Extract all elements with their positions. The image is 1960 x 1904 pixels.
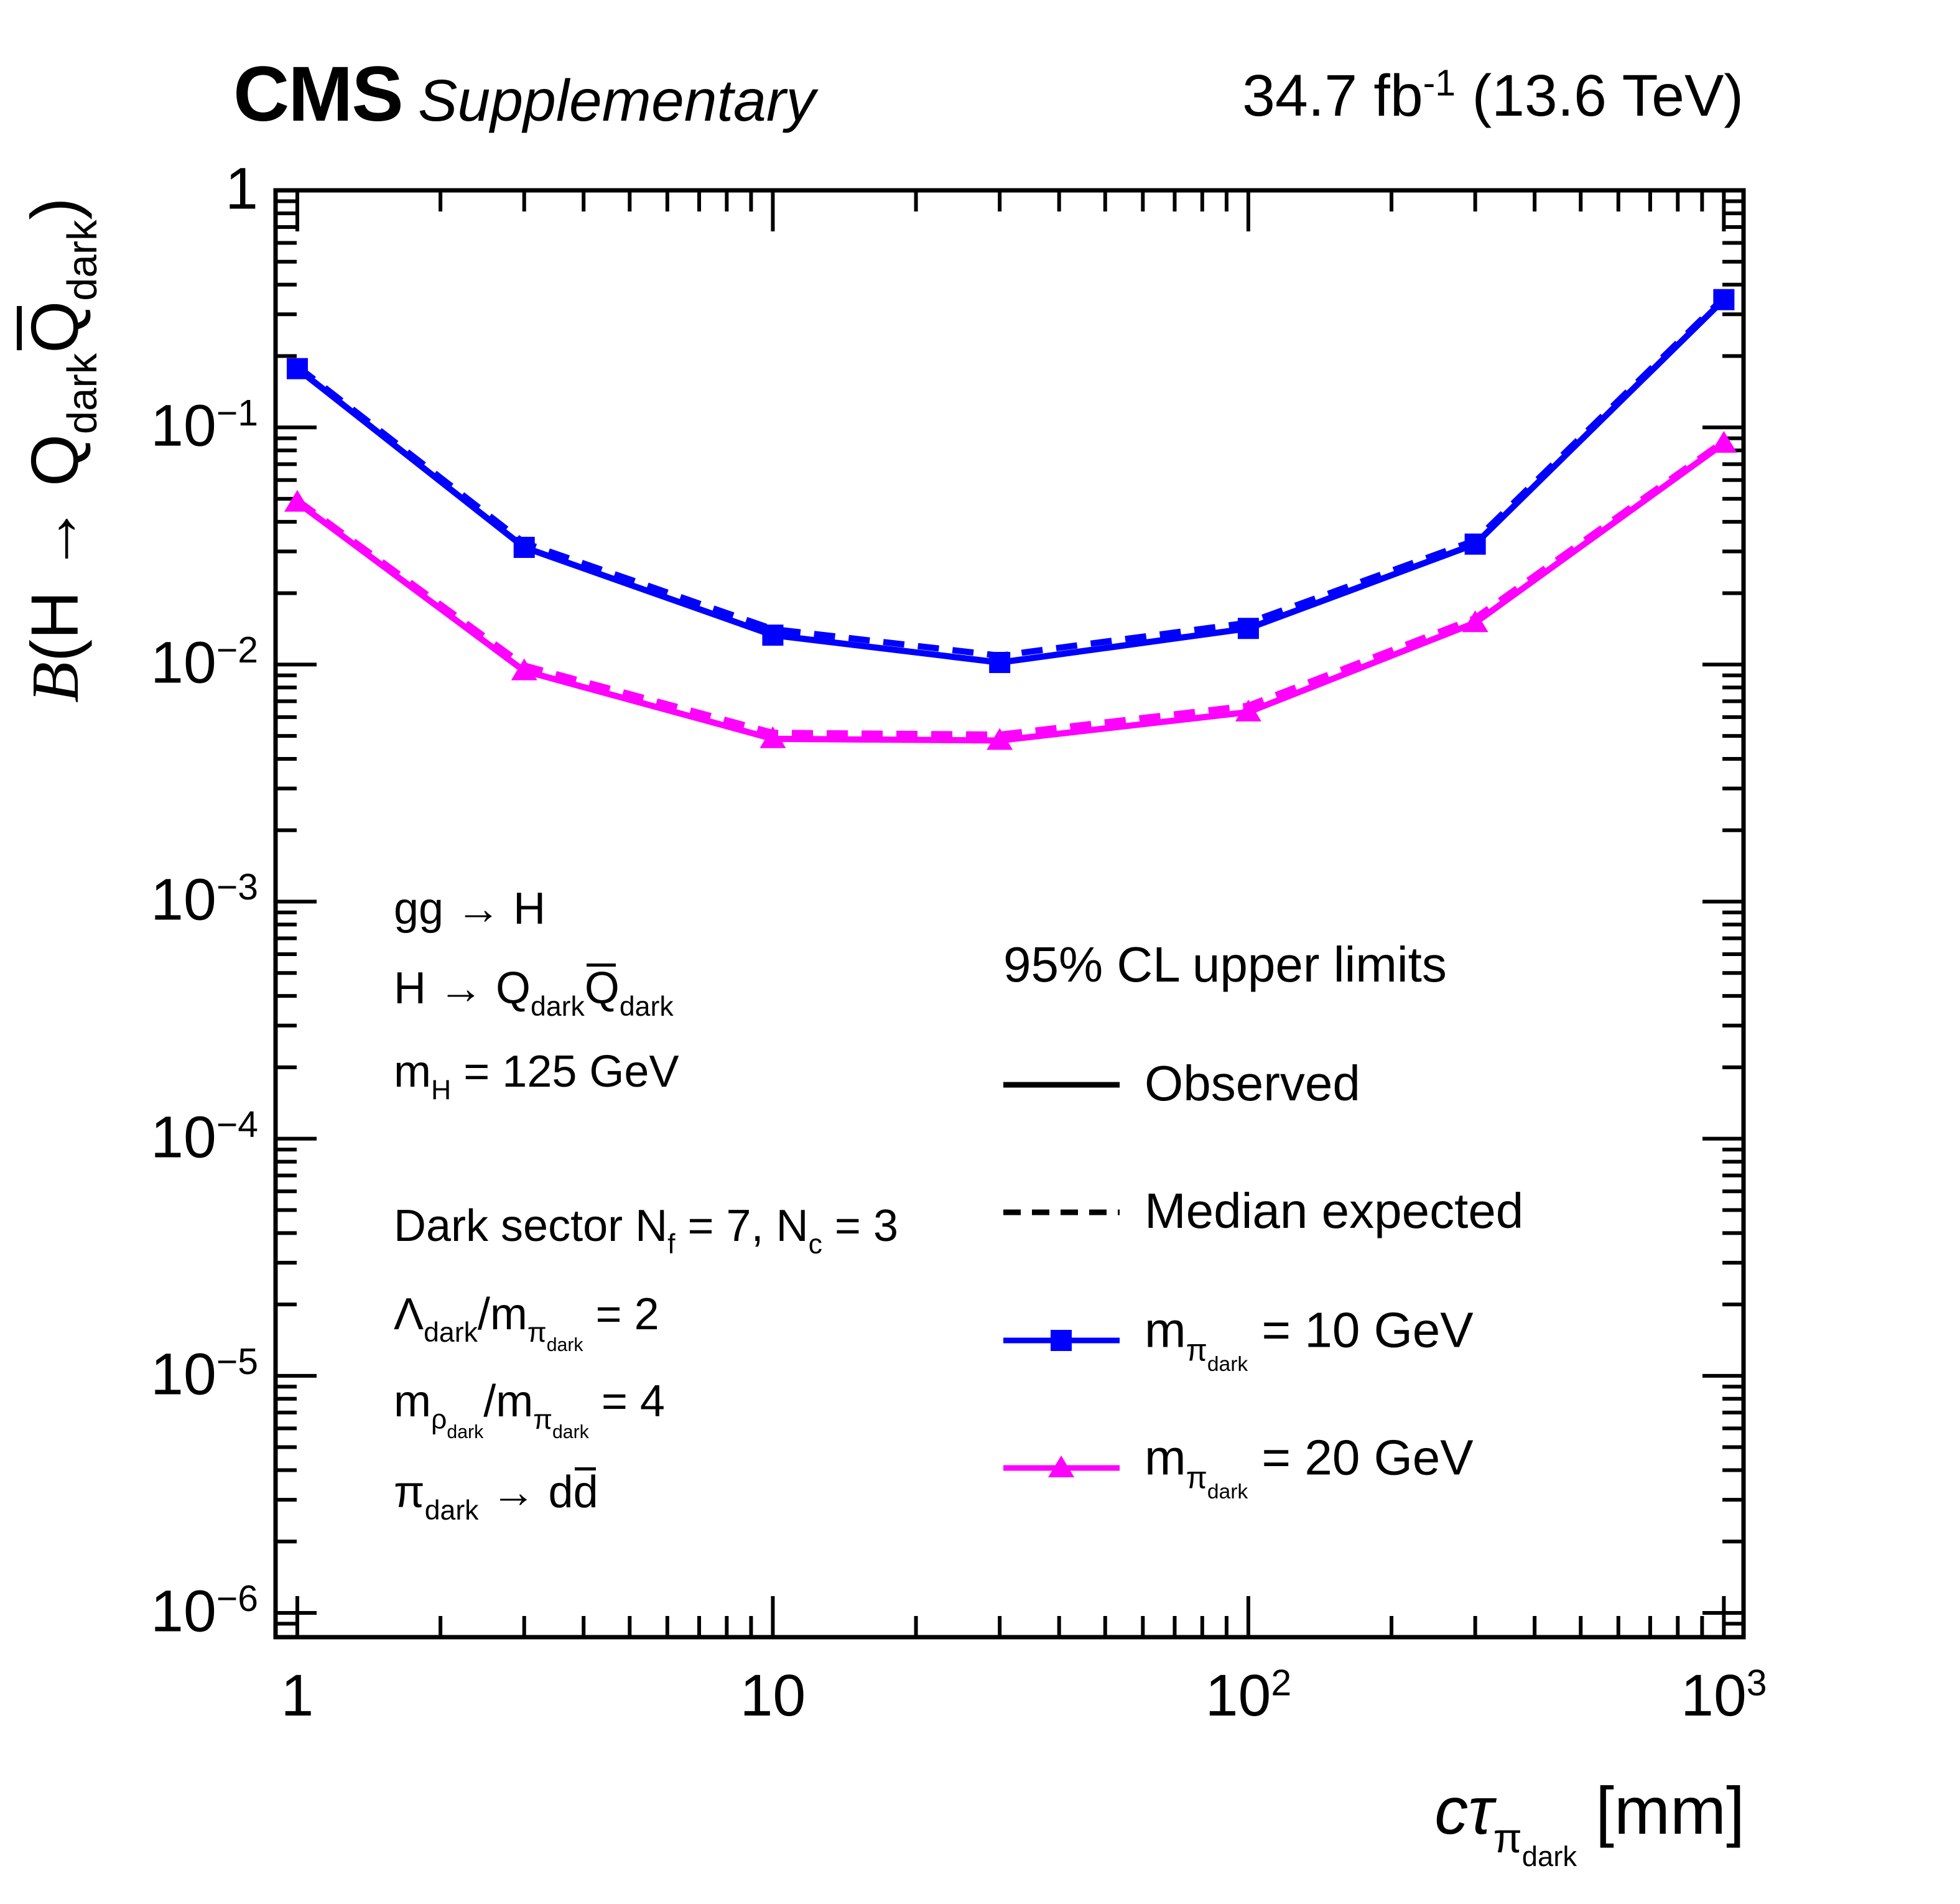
x-tick-label-1: 1 <box>281 1663 314 1729</box>
mpi20-observed-marker <box>1462 610 1489 633</box>
mpi10-expected-line <box>295 295 1726 659</box>
mpi20-observed-marker <box>1235 699 1261 722</box>
legend-label-observed: Observed <box>1145 1056 1360 1112</box>
mpi10-observed-marker <box>762 625 784 646</box>
mpi20-observed-marker <box>284 490 310 512</box>
x-tick-label-10: 10 <box>740 1663 806 1729</box>
annotation-rho-ratio: mρdark/mπdark = 4 <box>394 1377 665 1442</box>
y-axis-title: B(H → QdarkQdark) <box>17 197 106 703</box>
annotation-pion-decay: πdark → dd <box>394 1467 598 1526</box>
x-axis-title: cτπdark [mm] <box>1434 1773 1745 1873</box>
mpi10-observed-marker <box>1464 533 1486 555</box>
annotation-higgs-mass: mH = 125 GeV <box>394 1047 679 1106</box>
y-tick-label-0.00001: 10−5 <box>151 1341 258 1408</box>
annotation-production-mode: gg → H <box>394 884 546 934</box>
legend-title: 95% CL upper limits <box>1003 937 1447 992</box>
legend-marker-mpi10 <box>1051 1330 1072 1351</box>
mpi20-observed-marker <box>1711 430 1737 453</box>
mpi10-observed-marker <box>1713 289 1735 310</box>
legend-label-median-expected: Median expected <box>1145 1183 1524 1239</box>
legend-marker-mpi20 <box>1048 1456 1074 1477</box>
y-tick-label-0.001: 10−3 <box>151 866 258 933</box>
mpi10-observed-marker <box>989 652 1011 674</box>
x-tick-label-1000: 103 <box>1681 1663 1767 1729</box>
mpi10-observed-marker <box>286 358 308 379</box>
legend-label-mpi10: mπdark = 10 GeV <box>1145 1302 1474 1376</box>
supplementary-label: Supplementary <box>418 68 815 134</box>
x-tick-label-100: 102 <box>1205 1663 1292 1729</box>
cms-logo-text: CMS <box>233 51 404 137</box>
y-tick-label-0.0001: 10−4 <box>151 1103 258 1170</box>
mpi20-observed-marker <box>987 728 1013 750</box>
mpi10-observed-marker <box>1237 618 1259 639</box>
annotation-dark-sector-params: Dark sector Nf = 7, Nc = 3 <box>394 1201 899 1260</box>
annotation-lambda-ratio: Λdark/mπdark = 2 <box>394 1289 659 1355</box>
mpi20-observed-marker <box>759 726 786 748</box>
luminosity-energy-label: 34.7 fb-1 (13.6 TeV) <box>1242 63 1744 129</box>
y-tick-label-0.01: 10−2 <box>151 629 258 696</box>
annotation-higgs-decay: H → QdarkQdark <box>394 964 674 1023</box>
legend-label-mpi20: mπdark = 20 GeV <box>1145 1429 1474 1503</box>
mpi20-observed-marker <box>511 658 537 680</box>
mpi10-observed-marker <box>513 536 535 558</box>
y-tick-label-0.1: 10−1 <box>151 392 258 459</box>
mpi10-observed-line <box>295 297 1726 666</box>
mpi20-expected-line <box>295 439 1726 738</box>
y-tick-label-0.000001: 10−6 <box>151 1578 258 1645</box>
y-tick-label-1: 1 <box>225 156 258 222</box>
